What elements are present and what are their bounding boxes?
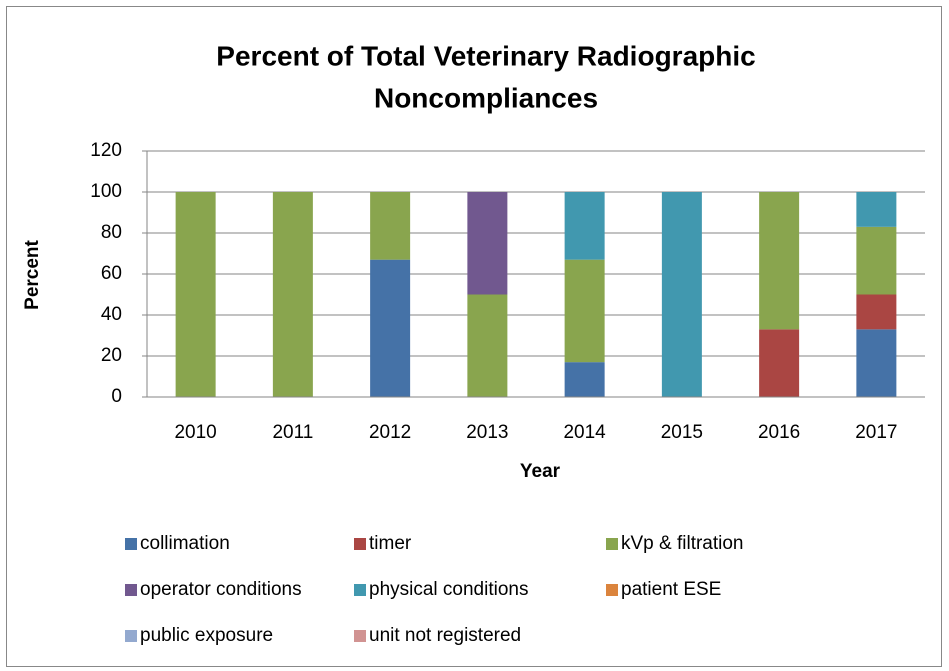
y-tick-label: 80	[101, 222, 122, 243]
bar-segment	[175, 192, 216, 397]
x-tick-label: 2013	[466, 422, 508, 443]
legend-swatch	[125, 630, 137, 642]
legend-label: patient ESE	[621, 579, 721, 600]
y-tick-label: 0	[111, 386, 122, 407]
y-axis-label: Percent	[22, 239, 43, 309]
x-tick-label: 2012	[369, 422, 411, 443]
bar-segment	[564, 362, 605, 397]
x-tick-label: 2017	[855, 422, 897, 443]
x-tick-label: 2016	[758, 422, 800, 443]
legend-label: unit not registered	[369, 625, 521, 646]
legend-label: operator conditions	[140, 579, 302, 600]
legend-swatch	[125, 584, 137, 596]
y-tick-label: 120	[90, 140, 122, 161]
bar-segment	[272, 192, 313, 397]
legend-swatch	[125, 538, 137, 550]
legend-swatch	[606, 538, 618, 550]
bar-segment	[370, 192, 411, 260]
bar-segment	[856, 294, 897, 330]
bar-segment	[661, 192, 702, 397]
x-tick-label: 2015	[661, 422, 703, 443]
bar-segment	[759, 192, 800, 330]
bar-segment	[564, 259, 605, 363]
bar-segment	[856, 329, 897, 397]
y-tick-label: 60	[101, 263, 122, 284]
legend-swatch	[354, 538, 366, 550]
bar-segment	[856, 226, 897, 295]
y-tick-label: 40	[101, 304, 122, 325]
legend-label: public exposure	[140, 625, 273, 646]
bar-segment	[564, 192, 605, 260]
legend-swatch	[606, 584, 618, 596]
legend-swatch	[354, 584, 366, 596]
legend-label: physical conditions	[369, 579, 528, 600]
x-tick-label: 2010	[174, 422, 216, 443]
x-tick-label: 2014	[563, 422, 606, 443]
bar-segment	[856, 192, 897, 227]
legend-label: collimation	[140, 533, 230, 554]
bar-segment	[467, 192, 508, 295]
chart-title: Noncompliances	[374, 82, 598, 113]
x-tick-label: 2011	[272, 422, 313, 443]
bar-segment	[759, 329, 800, 397]
y-tick-label: 100	[90, 181, 122, 202]
legend-swatch	[354, 630, 366, 642]
bar-segment	[370, 259, 411, 397]
bar-segment	[467, 294, 508, 397]
chart-title: Percent of Total Veterinary Radiographic	[216, 40, 755, 71]
legend-label: kVp & filtration	[621, 533, 744, 554]
legend-label: timer	[369, 533, 412, 554]
y-tick-label: 20	[101, 345, 122, 366]
x-axis-label: Year	[520, 461, 561, 482]
